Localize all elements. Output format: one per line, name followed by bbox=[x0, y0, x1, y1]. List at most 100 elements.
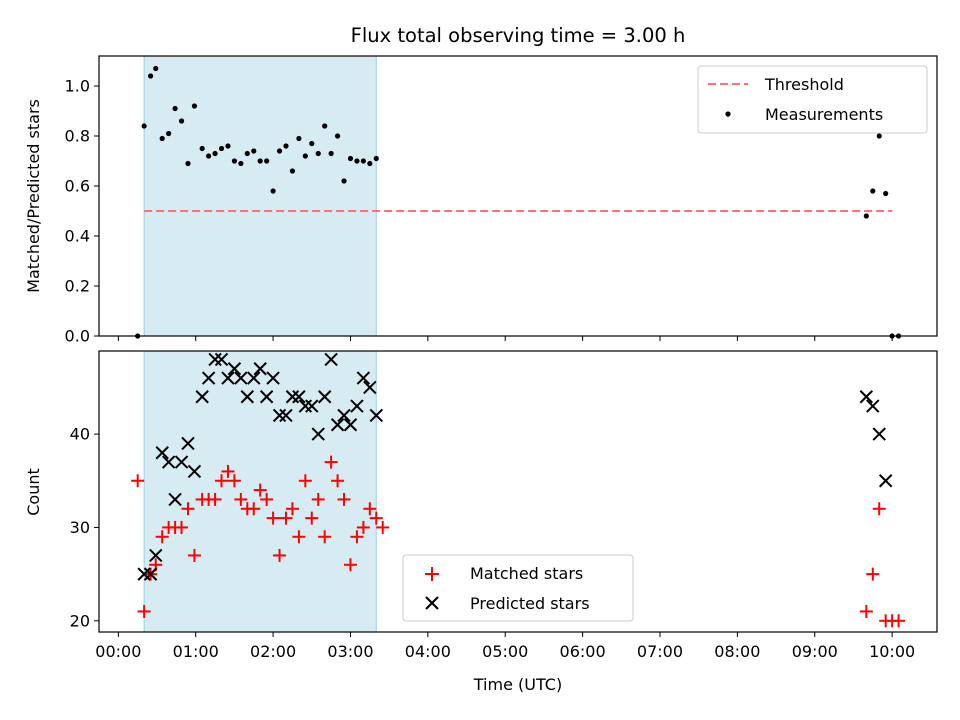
measurements-point bbox=[334, 133, 341, 139]
legend-matched-swatch bbox=[425, 567, 439, 581]
top-legend: Threshold Measurements bbox=[697, 65, 928, 134]
predicted-stars-point bbox=[161, 455, 176, 469]
predicted-stars-point bbox=[247, 371, 261, 385]
bottom-y-axis-label: Count bbox=[24, 468, 43, 516]
measurements-point bbox=[341, 178, 347, 184]
x-tick-label: 07:00 bbox=[637, 642, 683, 661]
predicted-stars-points bbox=[137, 352, 893, 581]
predicted-stars-point bbox=[285, 390, 300, 404]
matched-stars-point bbox=[175, 520, 189, 534]
matched-stars-points bbox=[131, 455, 906, 628]
bottom-y-axis-ticks: 20 30 40 bbox=[70, 425, 99, 630]
predicted-stars-point bbox=[305, 399, 319, 413]
predicted-stars-point bbox=[155, 446, 169, 460]
predicted-stars-point bbox=[195, 390, 209, 404]
measurements-point bbox=[159, 135, 165, 142]
legend-predicted-swatch bbox=[425, 596, 439, 610]
predicted-stars-point bbox=[201, 371, 216, 385]
matched-stars-point bbox=[260, 492, 274, 506]
legend-measurements-label: Measurements bbox=[765, 105, 883, 124]
predicted-stars-point bbox=[221, 371, 235, 385]
measurements-point bbox=[876, 133, 882, 139]
predicted-stars-point bbox=[227, 362, 242, 376]
matched-stars-point bbox=[273, 548, 287, 562]
y-tick-label: 0.6 bbox=[65, 177, 90, 196]
y-tick-label: 40 bbox=[70, 425, 90, 444]
measurements-point bbox=[309, 140, 315, 147]
matched-stars-point bbox=[331, 474, 345, 488]
measurements-point bbox=[276, 148, 283, 154]
x-tick-label: 05:00 bbox=[482, 642, 528, 661]
matched-stars-point bbox=[234, 492, 248, 506]
predicted-stars-point bbox=[859, 390, 874, 404]
predicted-stars-point bbox=[343, 418, 358, 432]
measurements-point bbox=[883, 190, 889, 197]
matched-stars-point bbox=[892, 614, 906, 628]
predicted-stars-point bbox=[363, 380, 377, 395]
y-tick-label: 0.2 bbox=[65, 277, 90, 296]
top-legend-box bbox=[697, 65, 928, 134]
bottom-plot-frame bbox=[98, 350, 938, 633]
measurements-point bbox=[367, 160, 373, 167]
predicted-stars-point bbox=[369, 408, 383, 423]
measurements-point bbox=[166, 130, 172, 137]
x-tick-label: 03:00 bbox=[327, 642, 373, 661]
measurements-point bbox=[315, 150, 321, 157]
chart-title: Flux total observing time = 3.00 h bbox=[351, 24, 686, 47]
measurements-point bbox=[147, 73, 154, 79]
predicted-stars-point bbox=[311, 427, 325, 441]
bottom-legend-box bbox=[402, 554, 634, 622]
measurements-point bbox=[283, 143, 289, 149]
shaded-span bbox=[144, 56, 377, 336]
predicted-stars-point bbox=[866, 399, 880, 413]
legend-matched-label: Matched stars bbox=[470, 564, 583, 583]
matched-stars-point bbox=[253, 483, 267, 497]
matched-stars-point bbox=[292, 530, 306, 544]
y-tick-label: 20 bbox=[70, 611, 90, 630]
y-tick-label: 0.0 bbox=[65, 327, 90, 346]
predicted-stars-point bbox=[317, 390, 332, 404]
measurements-point bbox=[302, 153, 308, 159]
measurements-point bbox=[360, 158, 366, 164]
top-plot-panel: 0.0 0.2 0.4 0.6 0.8 1.0 Matched/Predicted sta… bbox=[24, 55, 938, 346]
y-tick-label: 30 bbox=[70, 518, 90, 537]
measurements-point bbox=[264, 158, 270, 164]
y-tick-label: 1.0 bbox=[65, 77, 90, 96]
measurements-point bbox=[244, 150, 250, 157]
matched-stars-point bbox=[208, 492, 222, 506]
predicted-stars-point bbox=[259, 390, 274, 404]
measurements-point bbox=[347, 155, 354, 162]
matched-stars-point bbox=[298, 474, 312, 488]
measurements-point bbox=[199, 145, 205, 152]
measurements-point bbox=[863, 213, 869, 219]
matched-stars-point bbox=[285, 502, 299, 516]
measurements-point bbox=[870, 188, 876, 194]
top-x-axis-ticks bbox=[117, 336, 893, 341]
measurements-point bbox=[238, 160, 244, 167]
x-tick-label: 00:00 bbox=[95, 642, 141, 661]
predicted-stars-point bbox=[330, 418, 345, 432]
matched-stars-point bbox=[343, 558, 357, 572]
legend-measurements-swatch bbox=[725, 111, 731, 117]
predicted-stars-point bbox=[234, 371, 248, 385]
matched-stars-point bbox=[311, 492, 325, 506]
measurements-point bbox=[231, 158, 238, 164]
matched-stars-point bbox=[131, 474, 145, 488]
measurements-point bbox=[206, 153, 212, 159]
predicted-stars-point bbox=[240, 390, 255, 404]
top-y-axis-label: Matched/Predicted stars bbox=[24, 99, 43, 293]
predicted-stars-point bbox=[324, 352, 338, 367]
predicted-stars-point bbox=[350, 399, 364, 413]
matched-stars-point bbox=[872, 502, 886, 516]
matched-stars-point bbox=[181, 502, 195, 516]
predicted-stars-point bbox=[872, 427, 886, 441]
matched-stars-point bbox=[227, 474, 241, 488]
measurements-point bbox=[289, 168, 296, 174]
top-plot-frame bbox=[98, 55, 938, 337]
legend-predicted-label: Predicted stars bbox=[470, 594, 590, 613]
bottom-legend: Matched stars Predicted stars bbox=[402, 554, 634, 622]
predicted-stars-point bbox=[272, 408, 287, 423]
measurements-point bbox=[354, 158, 360, 164]
predicted-stars-point bbox=[292, 390, 306, 404]
y-tick-label: 0.8 bbox=[65, 127, 90, 146]
